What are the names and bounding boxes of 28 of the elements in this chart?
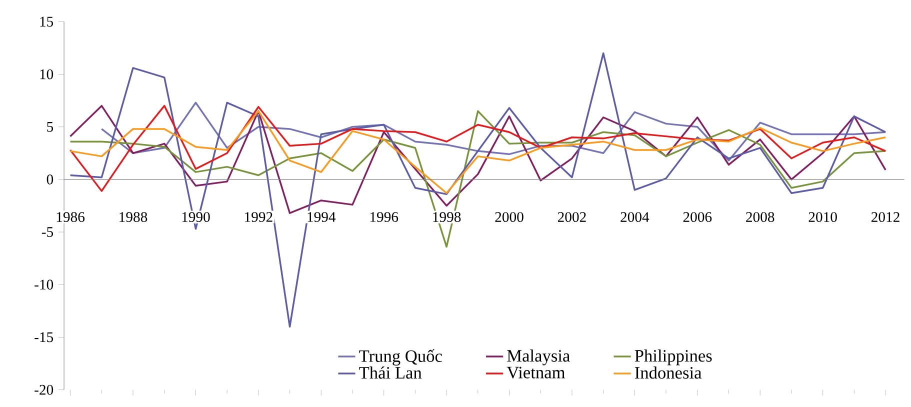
legend-label: Indonesia	[634, 366, 702, 379]
x-tick-label: 1994	[308, 212, 336, 222]
x-tick-label: 2004	[620, 212, 650, 222]
legend-label: Malaysia	[507, 350, 570, 366]
y-tick-label: -15	[34, 332, 54, 342]
x-tick-label: 1992	[245, 212, 272, 222]
legend-label: Vietnam	[506, 366, 566, 379]
x-tick-label: 1988	[120, 212, 148, 222]
x-tick-label: 1986	[56, 212, 85, 222]
x-tick-label: 2012	[872, 212, 900, 222]
y-tick-label: 10	[40, 69, 54, 80]
legend-label: Thái Lan	[359, 366, 422, 379]
legend-label: Trung Quốc	[359, 349, 442, 366]
x-tick-label: 1996	[370, 212, 398, 222]
x-tick-label: 2002	[558, 212, 586, 222]
y-tick-label: -5	[42, 227, 54, 238]
x-tick-label: 1998	[433, 212, 461, 222]
x-tick-label: 2000	[495, 212, 524, 222]
x-tick-label: 2010	[808, 212, 837, 222]
legend-label: Philippines	[634, 350, 712, 366]
y-tick-label: -20	[34, 384, 54, 395]
y-tick-label: 0	[46, 174, 54, 184]
x-tick-label: 2008	[746, 212, 774, 222]
y-tick-label: 15	[40, 16, 54, 27]
y-tick-label: 5	[47, 122, 54, 132]
y-tick-label: -10	[34, 280, 54, 290]
x-tick-label: 2006	[683, 212, 712, 222]
x-tick-label: 1990	[182, 212, 210, 222]
